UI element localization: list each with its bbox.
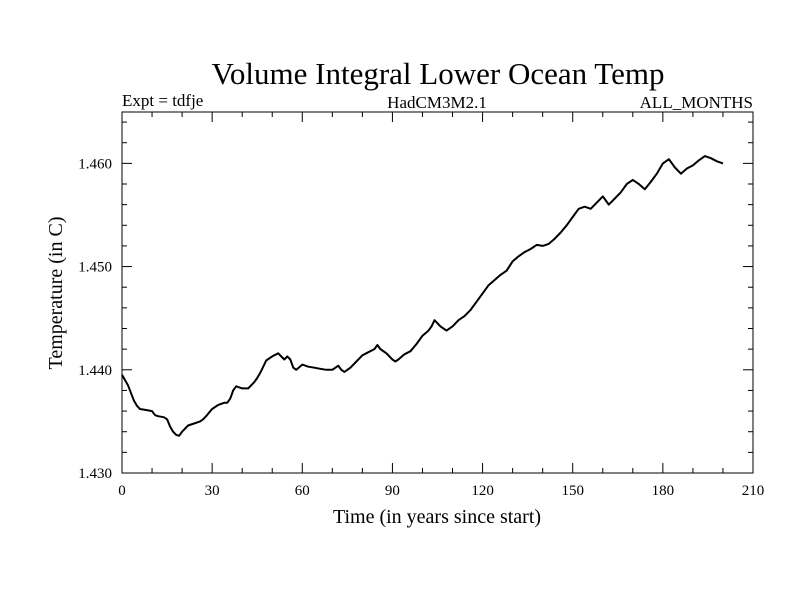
x-tick-label: 0 <box>118 483 126 499</box>
series-line <box>121 155 724 437</box>
y-tick-label: 1.440 <box>78 363 112 379</box>
model-label: HadCM3M2.1 <box>387 93 487 112</box>
chart-title: Volume Integral Lower Ocean Temp <box>212 56 665 91</box>
y-tick-label: 1.460 <box>78 156 112 172</box>
x-tick-labels: 0 30 60 90 120 150 180 210 <box>118 483 764 499</box>
x-tick-label: 120 <box>471 483 494 499</box>
x-tick-label: 180 <box>652 483 675 499</box>
y-tick-label: 1.430 <box>78 466 112 482</box>
x-tick-label: 30 <box>205 483 220 499</box>
y-tick-label: 1.450 <box>78 260 112 276</box>
plot-frame <box>121 111 754 474</box>
y-axis-label: Temperature (in C) <box>45 217 67 370</box>
axis-ticks <box>121 112 754 474</box>
months-label: ALL_MONTHS <box>640 93 753 112</box>
x-tick-label: 150 <box>561 483 584 499</box>
x-tick-label: 210 <box>742 483 765 499</box>
x-axis-label: Time (in years since start) <box>333 506 541 528</box>
y-tick-labels: 1.430 1.440 1.450 1.460 <box>78 156 112 482</box>
experiment-label: Expt = tdfje <box>122 91 203 110</box>
x-tick-label: 60 <box>295 483 310 499</box>
x-tick-label: 90 <box>385 483 400 499</box>
